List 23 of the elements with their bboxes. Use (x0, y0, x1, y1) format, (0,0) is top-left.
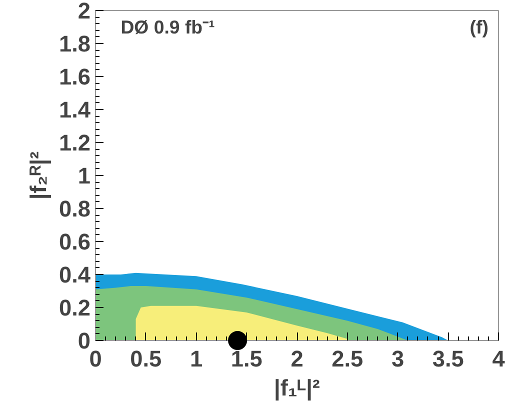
y-tick-label: 1 (78, 162, 91, 188)
y-tick-label: 1.8 (59, 30, 91, 56)
x-tick-label: 2 (290, 346, 304, 372)
annotation: (f) (470, 16, 488, 38)
y-tick-label: 2 (78, 0, 91, 24)
y-axis-title: |f₂ᴿ|² (25, 150, 52, 200)
y-tick-label: 0.8 (59, 196, 91, 222)
x-tick-label: 1 (190, 346, 203, 372)
annotation: DØ 0.9 fb⁻¹ (120, 16, 215, 38)
y-tick-label: 0.4 (59, 262, 91, 288)
x-tick-label: 2.5 (332, 346, 364, 372)
y-tick-label: 1.4 (59, 96, 91, 122)
x-tick-label: 1.5 (230, 346, 262, 372)
x-axis-title: |f₁ᴸ|² (274, 374, 320, 402)
x-tick-label: 0.5 (130, 346, 162, 372)
y-tick-label: 0.2 (59, 294, 91, 320)
y-tick-label: 0 (78, 328, 91, 354)
y-tick-label: 1.2 (59, 130, 91, 156)
y-tick-label: 1.6 (59, 64, 91, 90)
y-tick-label: 0.6 (59, 228, 91, 254)
x-tick-label: 3 (391, 346, 404, 372)
x-tick-label: 4 (492, 346, 506, 372)
x-tick-label: 3.5 (432, 346, 464, 372)
